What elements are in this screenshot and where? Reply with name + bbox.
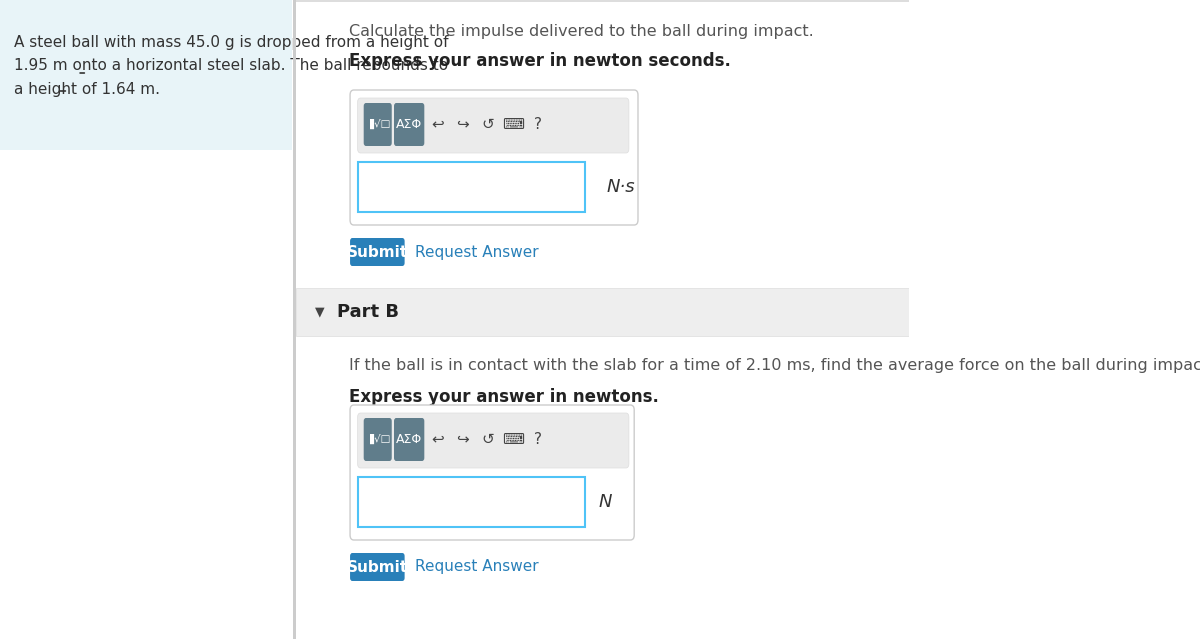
FancyBboxPatch shape bbox=[358, 413, 629, 468]
Text: A steel ball with mass 45.0 g is dropped from a height of
1.95 m onto a horizont: A steel ball with mass 45.0 g is dropped… bbox=[13, 35, 448, 96]
FancyBboxPatch shape bbox=[358, 98, 629, 153]
FancyBboxPatch shape bbox=[358, 477, 584, 527]
Text: ↺: ↺ bbox=[481, 116, 494, 132]
FancyBboxPatch shape bbox=[364, 418, 391, 461]
FancyBboxPatch shape bbox=[350, 553, 404, 581]
Text: ⌨: ⌨ bbox=[502, 431, 524, 447]
Text: ?: ? bbox=[534, 116, 542, 132]
Text: Submit: Submit bbox=[347, 245, 408, 259]
Text: N·s: N·s bbox=[606, 178, 635, 196]
Text: N: N bbox=[599, 493, 612, 511]
FancyBboxPatch shape bbox=[295, 288, 910, 336]
FancyBboxPatch shape bbox=[350, 238, 404, 266]
Text: If the ball is in contact with the slab for a time of 2.10 ms, find the average : If the ball is in contact with the slab … bbox=[348, 358, 1200, 373]
Text: Request Answer: Request Answer bbox=[415, 560, 539, 574]
Text: Request Answer: Request Answer bbox=[415, 245, 539, 259]
Text: ↪: ↪ bbox=[456, 431, 469, 447]
FancyBboxPatch shape bbox=[293, 0, 295, 639]
Text: ▼: ▼ bbox=[314, 305, 324, 318]
FancyBboxPatch shape bbox=[0, 0, 292, 150]
Text: ΑΣΦ: ΑΣΦ bbox=[396, 118, 422, 130]
Text: Calculate the impulse delivered to the ball during impact.: Calculate the impulse delivered to the b… bbox=[348, 24, 814, 39]
Text: Submit: Submit bbox=[347, 560, 408, 574]
Text: ↺: ↺ bbox=[481, 431, 494, 447]
FancyBboxPatch shape bbox=[295, 0, 910, 2]
Text: Express your answer in newtons.: Express your answer in newtons. bbox=[348, 388, 659, 406]
Text: ?: ? bbox=[534, 431, 542, 447]
Text: ⌨: ⌨ bbox=[502, 116, 524, 132]
Text: ↪: ↪ bbox=[456, 116, 469, 132]
Text: ↩: ↩ bbox=[432, 116, 444, 132]
FancyBboxPatch shape bbox=[394, 103, 425, 146]
Text: ΑΣΦ: ΑΣΦ bbox=[396, 433, 422, 445]
Text: ▐√□: ▐√□ bbox=[366, 434, 390, 444]
FancyBboxPatch shape bbox=[358, 162, 584, 212]
Text: Express your answer in newton seconds.: Express your answer in newton seconds. bbox=[348, 52, 731, 70]
FancyBboxPatch shape bbox=[350, 90, 638, 225]
FancyBboxPatch shape bbox=[350, 405, 635, 540]
Text: ↩: ↩ bbox=[432, 431, 444, 447]
Text: ▐√□: ▐√□ bbox=[366, 119, 390, 129]
FancyBboxPatch shape bbox=[364, 103, 391, 146]
Text: Part B: Part B bbox=[337, 303, 400, 321]
FancyBboxPatch shape bbox=[394, 418, 425, 461]
